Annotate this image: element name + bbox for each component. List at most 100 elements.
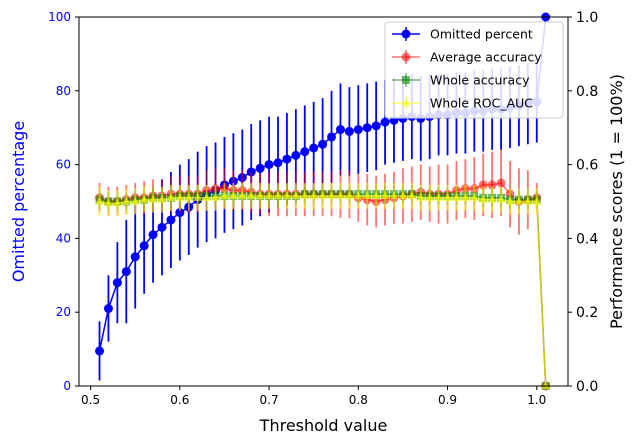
data-point xyxy=(175,193,185,202)
legend-entry: Whole ROC_AUC xyxy=(392,96,533,111)
legend-label: Whole accuracy xyxy=(430,73,530,88)
y-right-tick-label: 0.6 xyxy=(576,158,598,174)
x-tick-label: 1.0 xyxy=(527,393,546,407)
data-point xyxy=(344,191,354,200)
data-point xyxy=(264,191,274,200)
data-point xyxy=(202,193,212,202)
y-left-tick-label: 60 xyxy=(56,158,71,172)
data-point xyxy=(103,304,113,314)
data-point xyxy=(309,191,319,200)
y-left-tick-label: 40 xyxy=(56,231,71,245)
legend: Omitted percent Average accuracy Whole acc… xyxy=(384,21,564,119)
x-tick-label: 0.7 xyxy=(260,393,279,407)
data-point xyxy=(139,241,149,251)
y-left-tick-label: 20 xyxy=(56,305,71,319)
legend-entry: Whole accuracy xyxy=(392,73,530,88)
data-point xyxy=(148,230,158,240)
legend-marker xyxy=(401,98,411,107)
data-point xyxy=(300,147,310,157)
data-point xyxy=(211,193,220,202)
series-whole-roc-auc xyxy=(95,183,551,390)
data-point xyxy=(166,193,176,202)
data-point xyxy=(255,191,265,200)
data-point xyxy=(362,191,372,200)
data-point xyxy=(478,180,488,190)
data-point xyxy=(487,180,497,190)
y-left-tick-label: 100 xyxy=(48,10,71,24)
data-point xyxy=(273,191,283,200)
data-point xyxy=(335,125,345,135)
axes-layer: 0.5 0.6 0.7 0.8 0.9 1.0 0 20 40 60 80 100 0.0 0.2 0.4 0… xyxy=(48,10,598,407)
data-point xyxy=(327,132,337,142)
data-point xyxy=(452,193,461,202)
data-point xyxy=(130,196,140,205)
data-point xyxy=(380,117,390,127)
data-point xyxy=(344,126,354,136)
data-point xyxy=(273,158,283,168)
data-point xyxy=(336,191,345,200)
data-point xyxy=(371,121,381,131)
data-point xyxy=(166,215,176,225)
data-point xyxy=(121,267,131,277)
y-right-tick-label: 0.8 xyxy=(576,84,598,100)
data-point xyxy=(434,193,444,202)
data-point xyxy=(425,193,435,202)
data-point xyxy=(353,125,363,135)
data-point xyxy=(157,222,167,232)
data-point xyxy=(532,196,542,205)
data-point xyxy=(220,191,229,200)
data-point xyxy=(104,198,113,207)
data-point xyxy=(95,346,105,356)
legend-marker xyxy=(401,29,411,39)
y-left-tick-label: 80 xyxy=(56,84,71,98)
data-point xyxy=(237,191,247,200)
data-point xyxy=(541,381,551,390)
legend-marker xyxy=(401,52,411,62)
data-point xyxy=(514,196,524,205)
data-point xyxy=(291,150,301,160)
data-point xyxy=(487,194,497,203)
x-axis-title: Threshold value xyxy=(259,416,388,435)
data-point xyxy=(112,198,122,207)
y-right-tick-label: 0.0 xyxy=(576,379,598,395)
data-point xyxy=(112,278,122,288)
data-point xyxy=(407,191,417,200)
legend-label: Whole ROC_AUC xyxy=(430,96,533,111)
x-tick-label: 0.6 xyxy=(170,393,189,407)
data-point xyxy=(246,191,256,200)
y-right-tick-label: 1.0 xyxy=(576,10,598,26)
data-point xyxy=(460,193,470,202)
data-point xyxy=(469,193,479,202)
y-left-axis-title: Omitted percentage xyxy=(9,121,28,282)
y-right-axis-title: Performance scores (1 = 100%) xyxy=(607,74,626,329)
data-point xyxy=(184,193,194,202)
x-tick-label: 0.9 xyxy=(438,393,457,407)
data-point xyxy=(228,191,238,200)
legend-entry: Omitted percent xyxy=(392,27,533,42)
legend-label: Omitted percent xyxy=(430,27,533,42)
data-point xyxy=(389,191,399,200)
data-point xyxy=(478,194,488,203)
data-point xyxy=(416,193,426,202)
data-point xyxy=(139,194,149,203)
data-point xyxy=(130,252,140,262)
x-tick-label: 0.5 xyxy=(81,393,100,407)
data-point xyxy=(95,196,104,205)
data-point xyxy=(193,193,203,202)
data-point xyxy=(523,196,533,205)
data-point xyxy=(157,194,167,203)
data-point xyxy=(496,194,506,203)
data-point xyxy=(443,193,452,202)
data-point xyxy=(496,178,506,188)
data-point xyxy=(264,160,274,170)
data-point xyxy=(148,194,158,203)
data-point xyxy=(505,196,515,205)
data-point xyxy=(300,191,310,200)
series-layer xyxy=(95,12,551,391)
y-right-tick-label: 0.4 xyxy=(576,231,598,247)
y-left-tick-label: 0 xyxy=(63,379,71,393)
data-point xyxy=(282,154,292,164)
legend-label: Average accuracy xyxy=(430,50,542,65)
y-right-tick-label: 0.2 xyxy=(576,305,598,321)
